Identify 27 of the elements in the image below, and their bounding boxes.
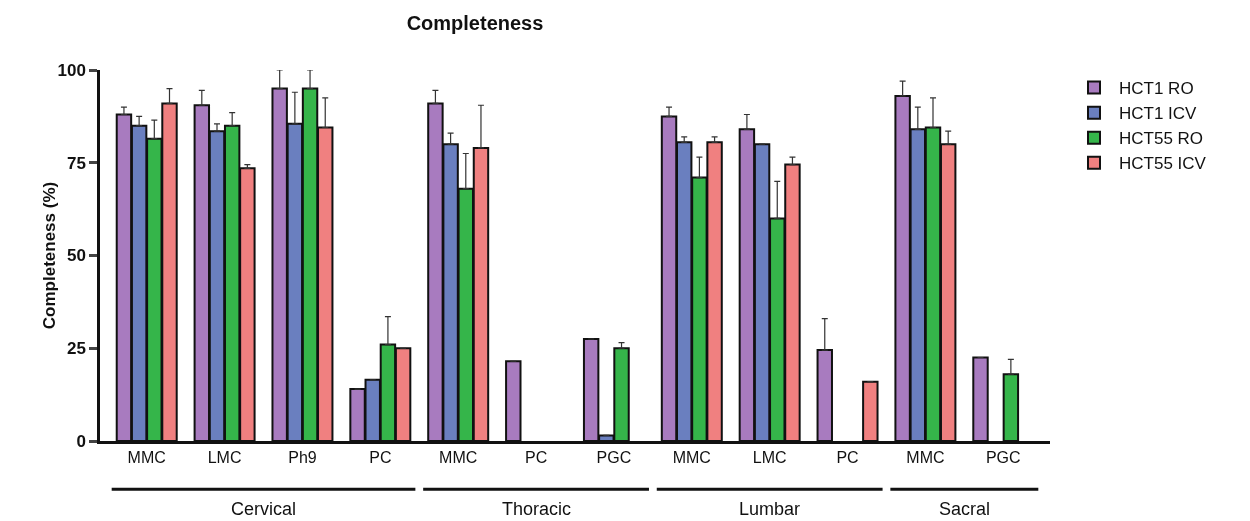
x-tick-label: PC bbox=[836, 448, 859, 466]
y-tick-label: 50 bbox=[66, 246, 86, 266]
y-tick-label: 25 bbox=[66, 339, 86, 359]
x-tick-label: Ph9 bbox=[288, 448, 317, 466]
legend-label: HCT1 ICV bbox=[1119, 104, 1198, 124]
x-tick-label: LMC bbox=[752, 448, 787, 466]
x-tick-label: PGC bbox=[985, 448, 1021, 466]
text: Sacral bbox=[939, 499, 991, 519]
text: Lumbar bbox=[739, 499, 801, 519]
x-tick-label: PC bbox=[524, 448, 548, 466]
x-tick-label: LMC bbox=[207, 448, 242, 466]
legend-label: HCT55 RO bbox=[1119, 129, 1204, 149]
legend-label: HCT1 RO bbox=[1119, 79, 1194, 99]
x-tick-label: MMC bbox=[127, 448, 166, 466]
x-tick-label: PGC bbox=[596, 448, 632, 466]
text: Thoracic bbox=[502, 499, 572, 519]
text: Cervical bbox=[231, 499, 297, 519]
legend-label: HCT55 ICV bbox=[1119, 154, 1207, 174]
x-tick-label: MMC bbox=[439, 448, 478, 466]
y-tick-label: 100 bbox=[57, 60, 86, 80]
y-tick-label: 75 bbox=[66, 153, 86, 173]
y-tick-label: 0 bbox=[76, 431, 86, 451]
x-tick-label: MMC bbox=[672, 448, 711, 466]
x-tick-label: MMC bbox=[906, 448, 945, 466]
y-axis-title: Completeness (%) bbox=[39, 181, 59, 330]
chart-title: Completeness bbox=[406, 11, 544, 34]
x-tick-label: PC bbox=[369, 448, 392, 466]
